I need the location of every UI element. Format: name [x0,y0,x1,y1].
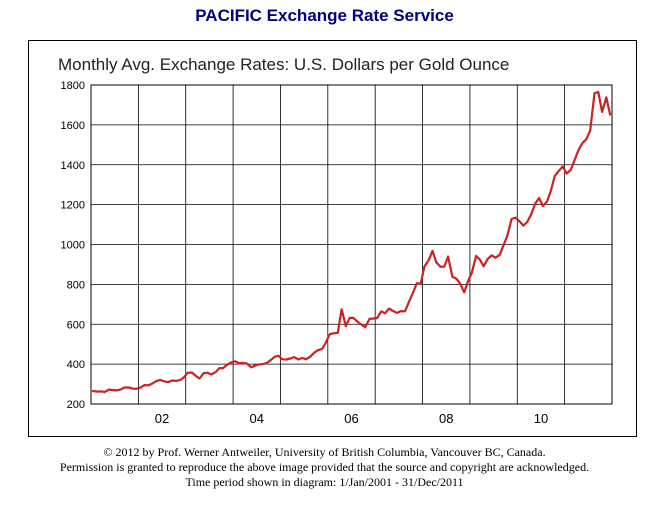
permission-notice: Permission is granted to reproduce the a… [59,460,590,474]
chart-frame: 200 400 600 800 1000 1200 1400 1600 1800 02 04 06 0… [28,40,637,437]
y-tick-label: 400 [67,359,85,371]
y-tick-label: 1600 [61,120,85,132]
y-axis: 200 400 600 800 1000 1200 1400 1600 1800 [61,80,85,411]
y-tick-label: 1400 [61,160,85,172]
copyright-notice: © 2012 by Prof. Werner Antweiler, Univer… [103,445,546,459]
x-tick-label: 02 [155,411,169,426]
y-tick-label: 800 [67,279,85,291]
x-tick-label: 08 [439,411,453,426]
y-tick-label: 200 [67,399,85,411]
page-header: PACIFIC Exchange Rate Service [0,6,649,26]
service-title: PACIFIC Exchange Rate Service [195,6,454,25]
y-tick-label: 1000 [61,240,85,252]
x-tick-label: 10 [534,411,548,426]
time-period-notice: Time period shown in diagram: 1/Jan/2001… [185,475,464,489]
chart-title: Monthly Avg. Exchange Rates: U.S. Dollar… [58,55,509,74]
grid [91,84,612,405]
y-tick-label: 600 [67,319,85,331]
y-tick-label: 1200 [61,200,85,212]
x-tick-label: 04 [250,411,264,426]
page-footer: © 2012 by Prof. Werner Antweiler, Univer… [0,445,649,490]
y-tick-label: 1800 [61,80,85,92]
plot-area [90,84,613,405]
x-tick-label: 06 [344,411,358,426]
x-axis: 02 04 06 08 10 [155,411,548,426]
series-line [91,90,612,394]
